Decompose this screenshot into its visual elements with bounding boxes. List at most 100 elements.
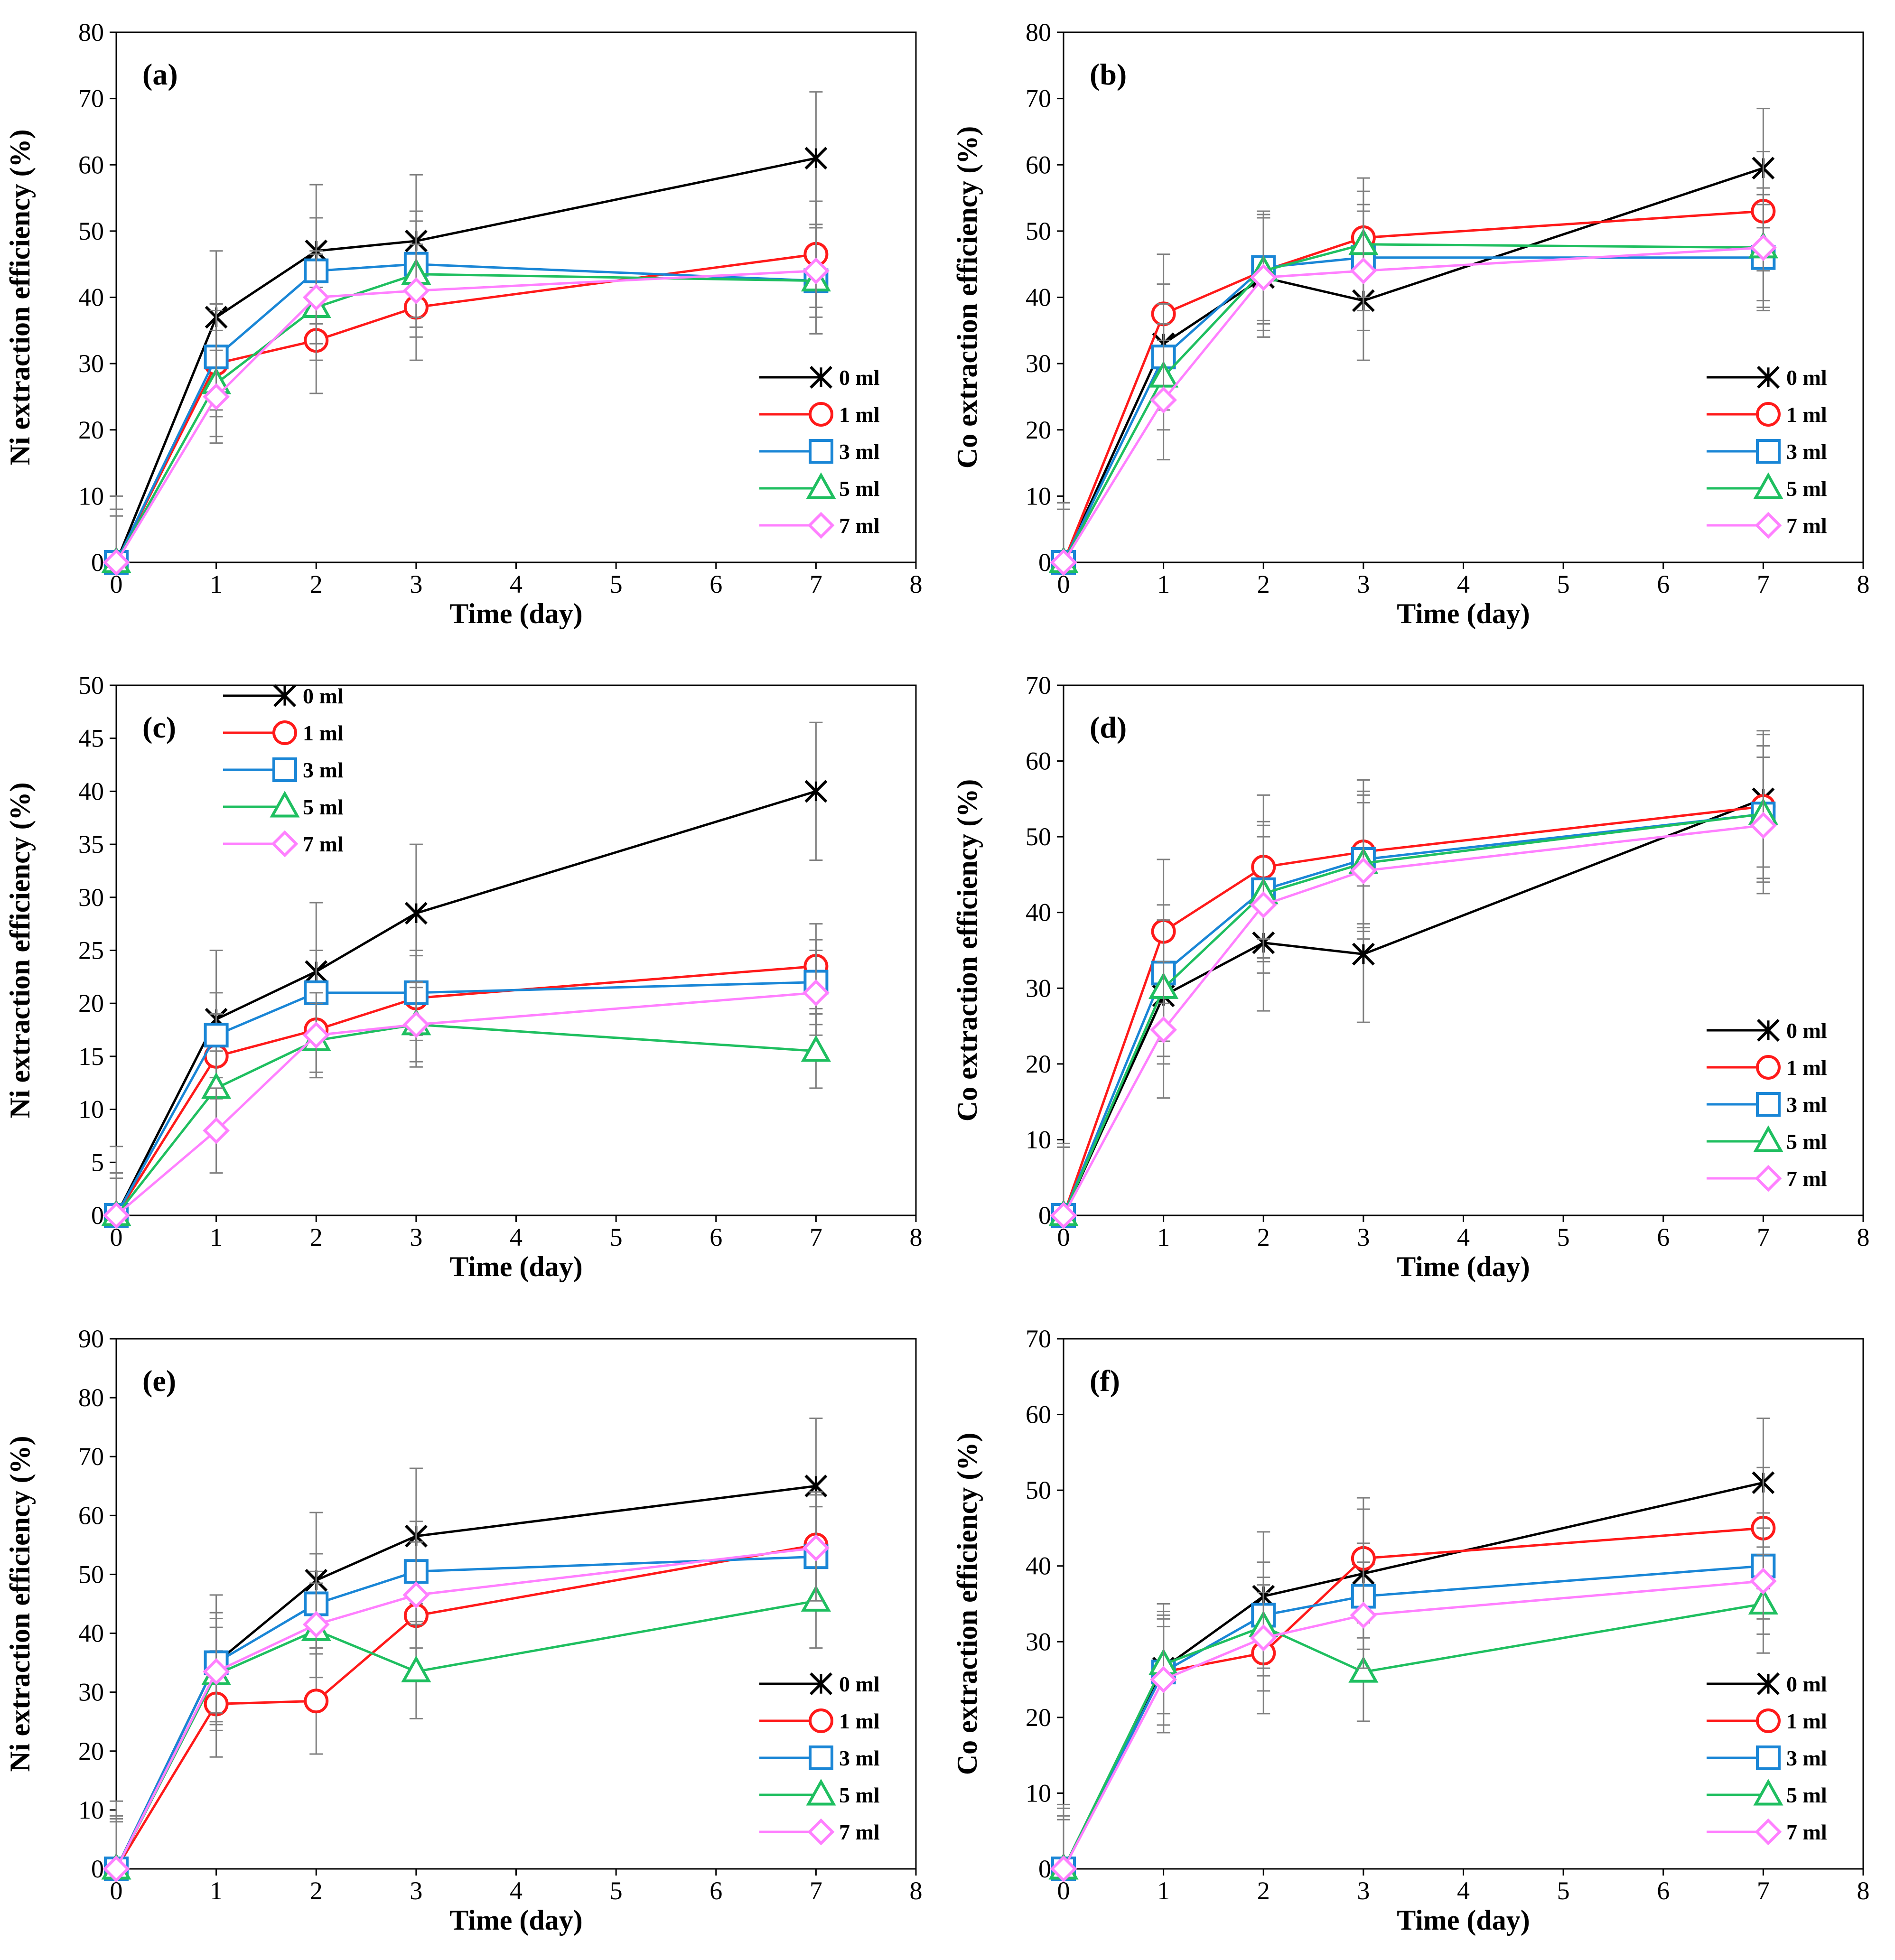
y-tick-label: 60 xyxy=(1026,747,1051,775)
legend-label: 3 ml xyxy=(839,439,880,464)
legend-label: 0 ml xyxy=(1786,365,1827,390)
chart-svg-f: 0 10 20 30 40 50 60 700 1 2 3 4 5 6 7 8 Time (day) Co ext… xyxy=(952,1325,1870,1936)
series-line xyxy=(1062,824,1764,1216)
y-tick-label: 20 xyxy=(1026,1050,1051,1078)
series-line xyxy=(115,263,816,563)
data-point xyxy=(1150,1666,1177,1693)
legend-item: 0 ml xyxy=(1707,1018,1827,1043)
x-tick-label: 2 xyxy=(310,570,323,598)
x-tick-label: 4 xyxy=(510,570,523,598)
series-line xyxy=(115,253,816,563)
x-tick-label: 3 xyxy=(1357,1876,1370,1905)
legend-item: 7 ml xyxy=(1707,1165,1827,1192)
legend-marker xyxy=(1757,1019,1780,1042)
legend-item: 1 ml xyxy=(759,402,880,427)
panel-label: (e) xyxy=(142,1364,176,1398)
x-tick-label: 8 xyxy=(910,1223,923,1251)
legend-label: 3 ml xyxy=(1786,1746,1827,1770)
data-point xyxy=(1348,1656,1379,1683)
legend-item: 0 ml xyxy=(1707,1672,1827,1696)
x-tick-label: 4 xyxy=(1457,1223,1470,1251)
y-tick-label: 20 xyxy=(78,989,104,1017)
series-3-ml xyxy=(1051,204,1776,575)
x-tick-label: 5 xyxy=(1557,1223,1570,1251)
legend-label: 0 ml xyxy=(839,1672,880,1696)
legend-label: 5 ml xyxy=(1786,1783,1827,1807)
data-point xyxy=(302,284,330,311)
legend-label: 5 ml xyxy=(303,795,344,819)
plot-area-frame xyxy=(115,31,917,563)
x-tick-label: 7 xyxy=(1757,1876,1770,1905)
legend-label: 7 ml xyxy=(1786,513,1827,538)
panel-label: (a) xyxy=(142,57,178,91)
data-point xyxy=(402,1581,430,1609)
legend-item: 5 ml xyxy=(223,791,344,819)
data-point xyxy=(302,1021,330,1049)
legend: 0 ml 1 ml 3 ml 5 ml 7 ml xyxy=(223,684,344,858)
legend-item: 3 ml xyxy=(759,1745,880,1770)
y-tick-label: 40 xyxy=(1026,283,1051,312)
x-tick-label: 8 xyxy=(1857,1876,1870,1905)
legend-item: 7 ml xyxy=(223,830,344,858)
x-tick-label: 1 xyxy=(210,1223,223,1251)
legend-item: 0 ml xyxy=(223,684,344,708)
x-tick-label: 6 xyxy=(1657,1223,1670,1251)
y-tick-label: 20 xyxy=(1026,1703,1051,1732)
chart-svg-a: 0 10 20 30 40 50 60 70 800 1 2 3 4 5 6 7 8 Time (day) Ni e… xyxy=(4,18,923,629)
legend-marker xyxy=(807,512,835,539)
series-line xyxy=(1062,1527,1764,1870)
legend-marker xyxy=(271,830,299,858)
legend-item: 1 ml xyxy=(1707,402,1827,427)
x-tick-label: 5 xyxy=(1557,570,1570,598)
series-line xyxy=(115,273,816,563)
x-tick-label: 5 xyxy=(610,1876,623,1905)
legend: 0 ml 1 ml 3 ml 5 ml 7 ml xyxy=(1707,1018,1827,1192)
x-axis-title: Time (day) xyxy=(449,1251,583,1282)
legend-label: 0 ml xyxy=(1786,1672,1827,1696)
legend-marker xyxy=(809,1745,833,1770)
data-point xyxy=(802,257,830,285)
panel-label: (c) xyxy=(142,710,176,744)
legend-label: 3 ml xyxy=(303,758,344,782)
legend-label: 3 ml xyxy=(1786,439,1827,464)
data-point xyxy=(1350,257,1377,285)
y-tick-label: 30 xyxy=(78,349,104,378)
x-tick-label: 4 xyxy=(510,1223,523,1251)
plot-area-frame xyxy=(1063,31,1864,563)
x-tick-label: 8 xyxy=(910,1876,923,1905)
data-point xyxy=(204,1023,229,1048)
legend-label: 1 ml xyxy=(1786,402,1827,427)
y-tick-label: 10 xyxy=(1026,482,1051,510)
chart-svg-d: 0 10 20 30 40 50 60 700 1 2 3 4 5 6 7 8 Time (day) Co ext… xyxy=(952,671,1870,1282)
x-tick-label: 2 xyxy=(310,1876,323,1905)
chart-panel-c: 0 5 10 15 20 25 30 35 40 45 50 0 1 2 3 4 5 6 7 8 Time (day) N… xyxy=(0,653,947,1307)
series-5-ml xyxy=(1048,190,1778,573)
y-tick-label: 40 xyxy=(78,283,104,312)
y-tick-label: 20 xyxy=(78,1737,104,1765)
x-tick-label: 3 xyxy=(1357,570,1370,598)
y-tick-label: 80 xyxy=(78,18,104,47)
legend-marker xyxy=(273,684,296,707)
data-point xyxy=(1749,234,1777,261)
y-tick-label: 0 xyxy=(91,1855,104,1883)
legend-item: 1 ml xyxy=(759,1708,880,1733)
data-point xyxy=(401,1655,431,1682)
data-point xyxy=(402,1011,430,1038)
legend-item: 3 ml xyxy=(1707,1745,1827,1770)
x-tick-label: 4 xyxy=(1457,570,1470,598)
y-tick-label: 50 xyxy=(78,671,104,700)
legend-label: 0 ml xyxy=(839,365,880,390)
y-tick-label: 10 xyxy=(1026,1125,1051,1154)
data-point xyxy=(801,1035,831,1062)
legend-item: 0 ml xyxy=(1707,365,1827,390)
x-tick-label: 3 xyxy=(410,1223,422,1251)
legend-item: 0 ml xyxy=(759,1672,880,1696)
y-tick-label: 0 xyxy=(1038,1855,1051,1883)
x-tick-label: 3 xyxy=(1357,1223,1370,1251)
x-axis-title: Time (day) xyxy=(449,598,583,629)
data-point xyxy=(1250,891,1277,919)
data-point xyxy=(1749,1568,1777,1595)
